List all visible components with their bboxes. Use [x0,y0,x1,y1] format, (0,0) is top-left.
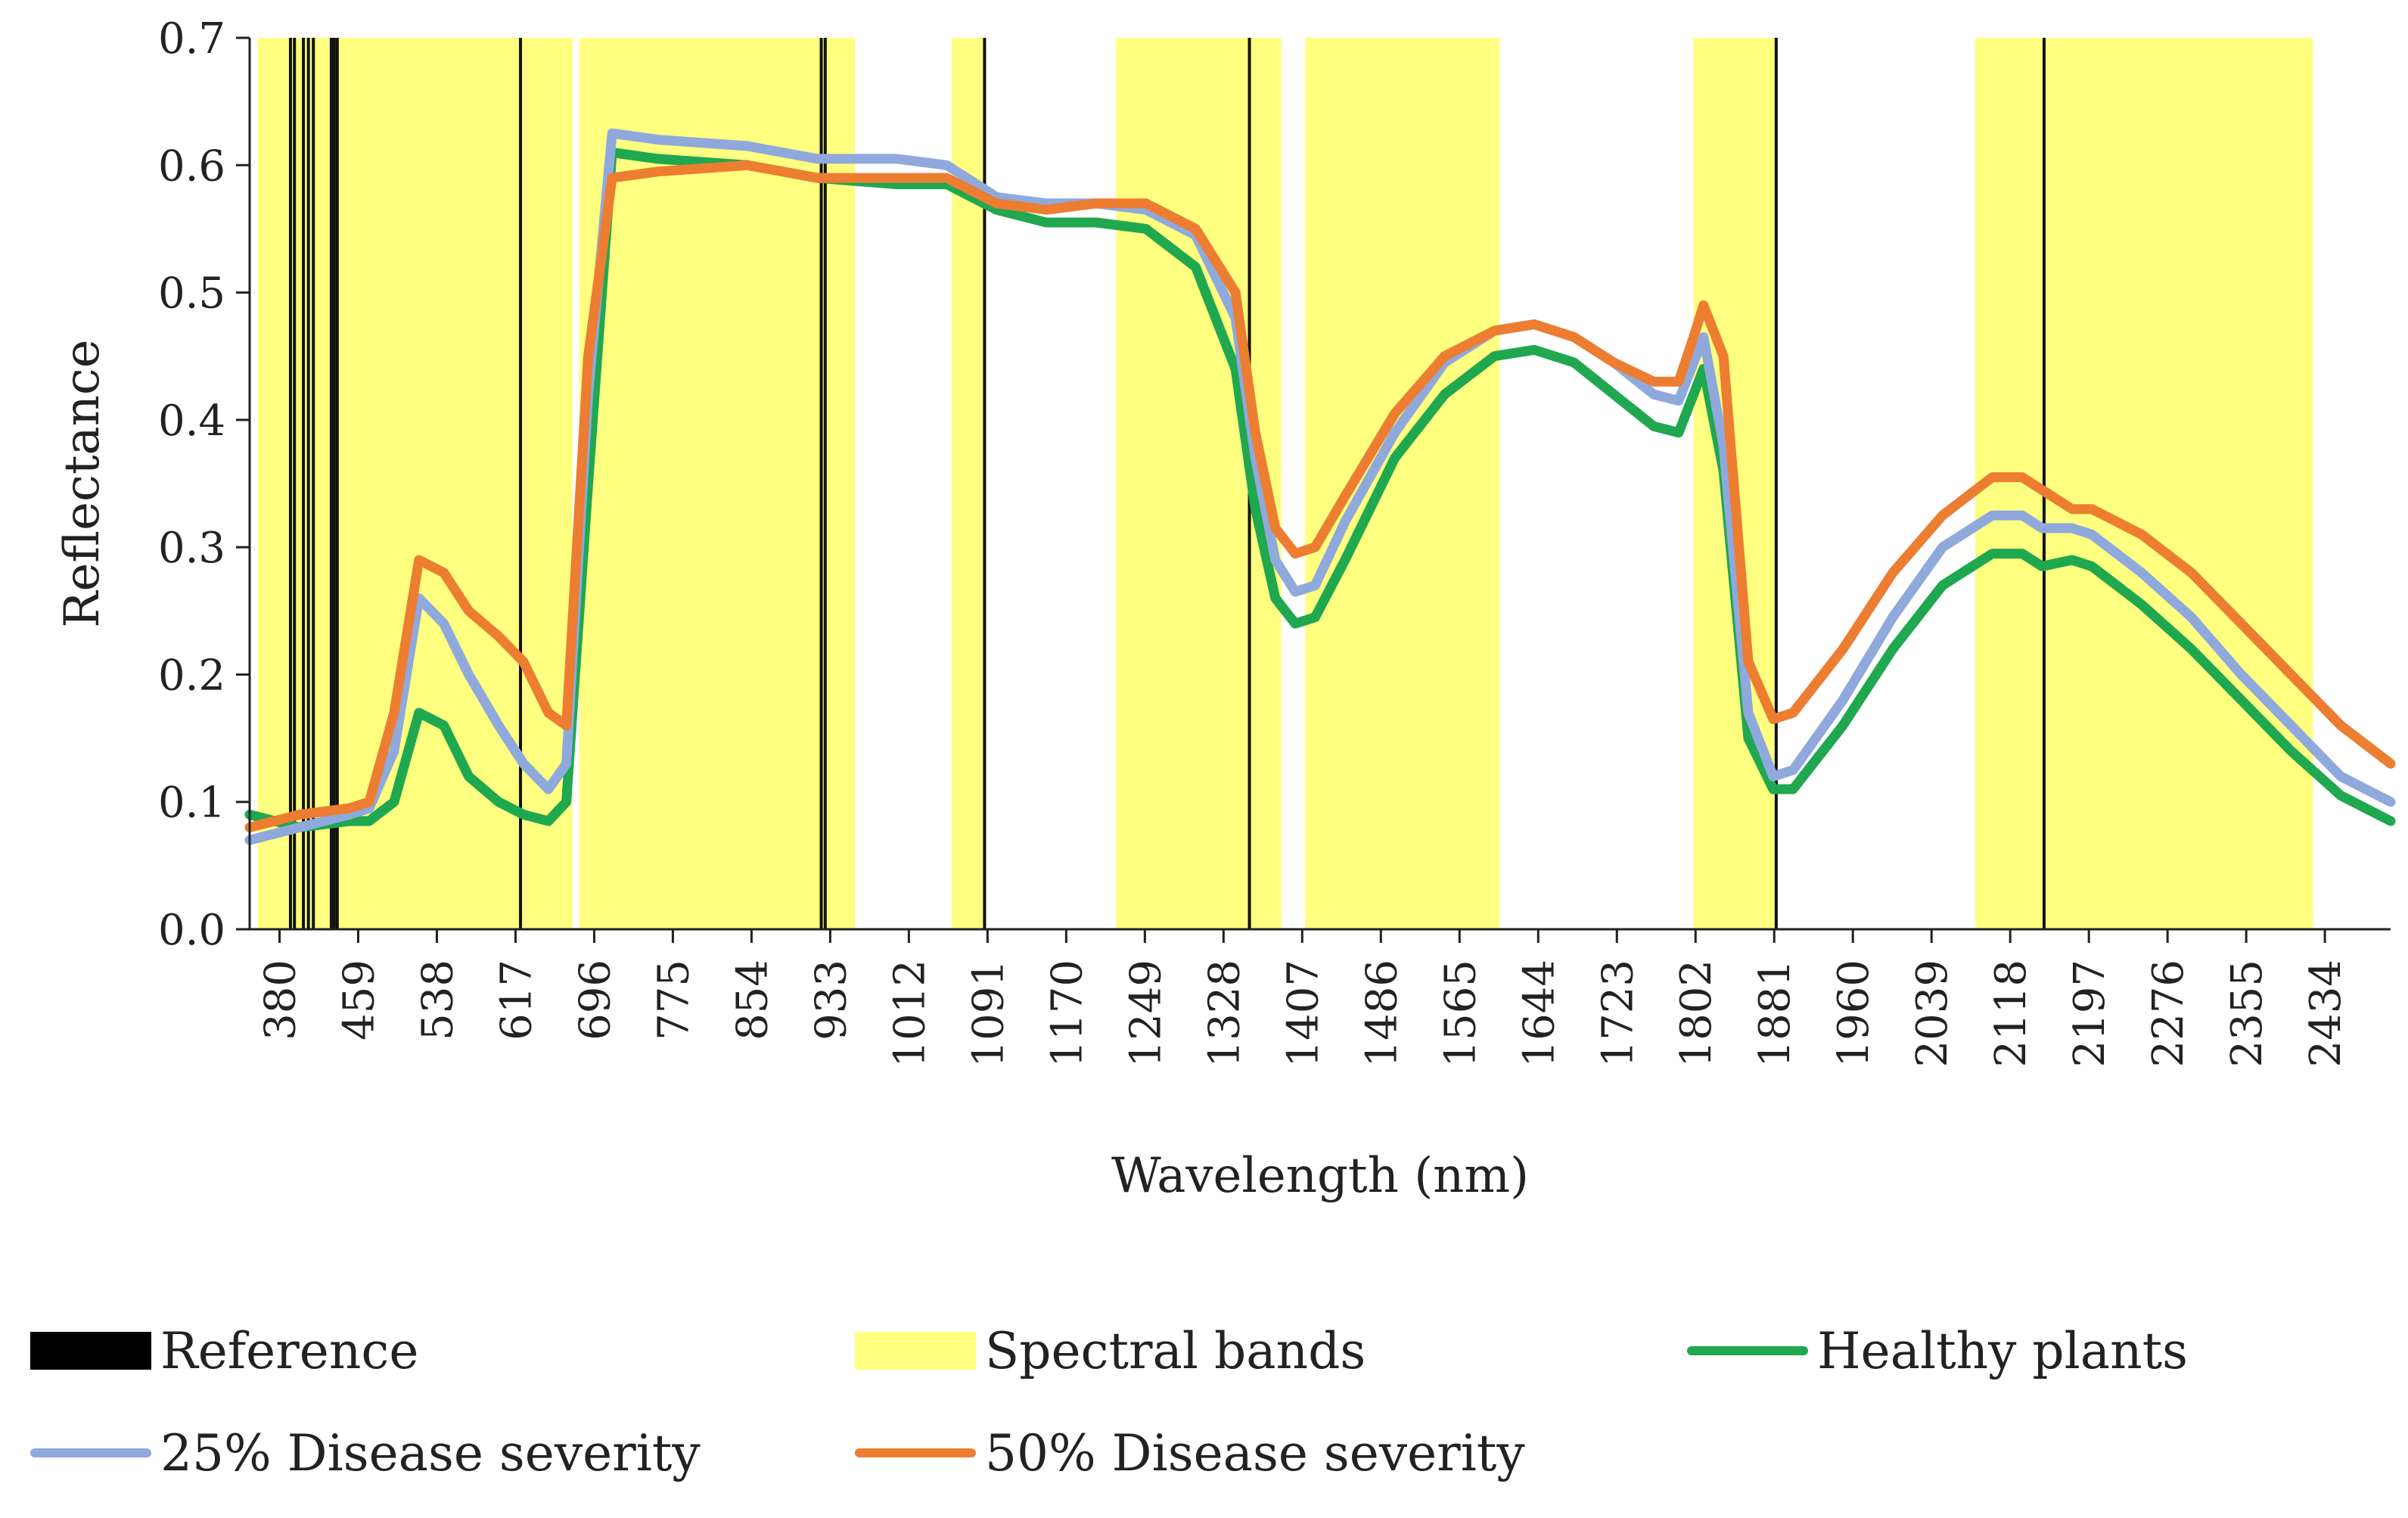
series-line-25-disease-severity [244,128,2396,845]
legend-label: 50% Disease severity [985,1423,1525,1482]
series-line-50-disease-severity [244,160,2396,832]
x-tick-label: 2434 [2301,960,2351,1068]
x-tick-label: 1881 [1751,960,1800,1068]
x-ticks-layer: 380 459 538 617 696 775 854 933 1012 1091 1170 1249… [256,929,2351,1068]
x-tick-label: 2276 [2144,960,2193,1068]
legend-item-healthy-plants: Healthy plants [1687,1317,2188,1385]
y-tick-label: 0.6 [158,142,225,191]
spectral-reflectance-chart: 0.0 0.1 0.2 0.3 0.4 0.5 0.6 0.7 380 459 538 617 696… [54,14,2396,1204]
x-tick-label: 380 [256,960,305,1041]
x-tick-label: 1012 [885,960,934,1068]
legend-label: 25% Disease severity [160,1423,701,1482]
x-tick-label: 1170 [1042,960,1092,1068]
y-tick-label: 0.1 [158,779,225,828]
spectral-bands-layer [257,38,2313,929]
legend-item-reference: Reference [30,1317,418,1385]
legend-label: Reference [160,1321,419,1380]
x-tick-label: 1328 [1200,960,1249,1068]
legend-swatch [855,1448,976,1457]
legend-swatch [30,1332,151,1370]
legend-label: Healthy plants [1817,1321,2188,1380]
x-tick-label: 933 [806,960,856,1041]
x-tick-label: 2355 [2223,960,2272,1068]
y-tick-label: 0.7 [158,14,225,64]
legend-item-25-disease-severity: 25% Disease severity [30,1419,701,1487]
y-tick-label: 0.4 [158,397,225,446]
x-tick-label: 1644 [1515,960,1564,1068]
x-tick-label: 1565 [1436,960,1485,1068]
y-ticks-layer: 0.0 0.1 0.2 0.3 0.4 0.5 0.6 0.7 [158,14,250,955]
legend-item-50-disease-severity: 50% Disease severity [855,1419,1525,1487]
x-axis-title: Wavelength (nm) [1111,1148,1529,1204]
x-tick-label: 1091 [964,960,1013,1068]
y-tick-label: 0.5 [158,269,225,319]
x-tick-label: 1723 [1593,960,1642,1068]
axes-layer [248,38,2391,931]
legend-label: Spectral bands [985,1321,1366,1380]
x-tick-label: 1960 [1829,960,1878,1068]
spectral-band-4 [1305,38,1499,929]
x-tick-label: 1802 [1672,960,1721,1068]
x-tick-label: 1486 [1357,960,1406,1068]
y-tick-label: 0.0 [158,906,225,955]
y-tick-label: 0.3 [158,524,225,573]
x-tick-label: 538 [413,960,462,1041]
spectral-band-1 [579,38,856,929]
chart-legend: Reference Spectral bands Healthy plants 25%… [0,1286,2408,1513]
legend-swatch [1687,1346,1808,1355]
series-layer [244,128,2396,845]
series-line-healthy-plants [244,148,2396,832]
x-tick-label: 775 [649,960,698,1041]
x-tick-label: 696 [570,960,620,1041]
x-tick-label: 2118 [1987,960,2036,1068]
y-axis-title: Reflectance [54,339,110,627]
legend-swatch [855,1332,976,1370]
x-tick-label: 2197 [2065,960,2114,1068]
x-tick-label: 2039 [1908,960,1957,1068]
x-tick-label: 1407 [1279,960,1328,1068]
x-tick-label: 617 [492,960,541,1041]
x-tick-label: 854 [728,960,777,1041]
x-tick-label: 1249 [1121,960,1170,1068]
x-tick-label: 459 [334,960,384,1041]
legend-swatch [30,1448,151,1457]
legend-item-spectral-bands: Spectral bands [855,1317,1366,1385]
y-tick-label: 0.2 [158,651,225,700]
